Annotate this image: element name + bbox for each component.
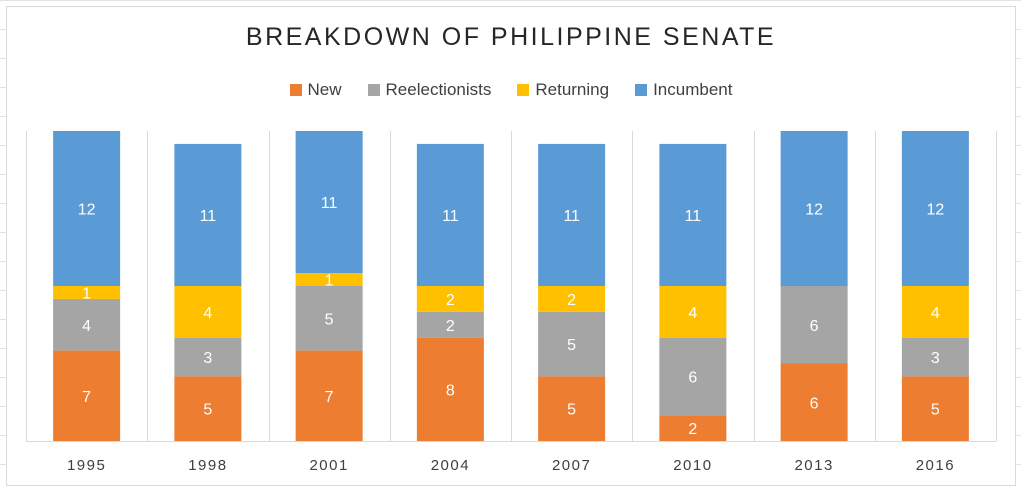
data-label: 5: [325, 311, 334, 328]
data-label: 12: [805, 202, 823, 219]
legend-swatch-incumbent: [635, 84, 648, 96]
data-label: 1: [82, 285, 91, 302]
data-label: 5: [567, 337, 576, 354]
data-label: 2: [688, 421, 697, 438]
bar-segment-reelectionists-2004[interactable]: [416, 311, 484, 338]
data-label: 4: [82, 318, 91, 335]
legend-label-reelectionists: Reelectionists: [385, 80, 492, 99]
bar-segment-new-2010[interactable]: [659, 415, 727, 441]
data-label: 3: [203, 350, 212, 367]
data-label: 5: [567, 402, 576, 419]
bar-segment-returning-1995[interactable]: [53, 286, 121, 299]
bar-segment-reelectionists-2013[interactable]: [780, 286, 848, 364]
bar-segment-returning-2004[interactable]: [416, 286, 484, 312]
data-label: 11: [200, 208, 217, 225]
data-label: 4: [931, 305, 940, 322]
x-tick-label: 2004: [431, 457, 470, 474]
legend-label-new: New: [307, 80, 342, 99]
bar-segment-returning-2001[interactable]: [295, 273, 363, 286]
data-label: 3: [931, 350, 940, 367]
legend-label-returning: Returning: [535, 80, 610, 99]
chart-legend: New Reelectionists Returning Incumbent: [6, 80, 1016, 100]
bar-segment-reelectionists-2010[interactable]: [659, 337, 727, 416]
x-tick-label: 2016: [916, 457, 955, 474]
data-label: 4: [203, 305, 212, 322]
data-label: 2: [567, 292, 576, 309]
bar-segment-new-1998[interactable]: [174, 376, 242, 441]
data-label: 11: [442, 208, 459, 225]
data-label: 8: [446, 382, 455, 399]
data-label: 12: [926, 202, 944, 219]
data-label: 7: [325, 389, 334, 406]
legend-item-returning: Returning: [517, 80, 609, 100]
data-label: 4: [688, 305, 697, 322]
data-label: 11: [563, 208, 580, 225]
bar-segment-incumbent-2004[interactable]: [416, 143, 484, 286]
bar-segment-incumbent-1998[interactable]: [174, 143, 242, 286]
bar-segment-returning-2010[interactable]: [659, 286, 727, 338]
legend-label-incumbent: Incumbent: [653, 80, 733, 99]
x-tick-label: 2001: [309, 457, 348, 474]
data-label: 2: [446, 318, 455, 335]
bar-segment-reelectionists-2001[interactable]: [295, 286, 363, 351]
data-label: 5: [931, 402, 940, 419]
bar-segment-incumbent-2007[interactable]: [538, 143, 606, 286]
data-label: 6: [810, 318, 819, 335]
bar-segment-reelectionists-1998[interactable]: [174, 337, 242, 377]
bar-segment-new-2004[interactable]: [416, 337, 484, 441]
bar-segment-reelectionists-2007[interactable]: [538, 311, 606, 377]
x-tick-label: 1995: [67, 457, 106, 474]
legend-swatch-new: [289, 84, 302, 96]
legend-swatch-returning: [517, 84, 530, 96]
data-label: 1: [325, 273, 334, 290]
bar-segment-incumbent-2001[interactable]: [295, 131, 363, 274]
bar-segment-reelectionists-1995[interactable]: [53, 298, 121, 351]
bar-segment-returning-2016[interactable]: [901, 286, 969, 338]
data-label: 6: [688, 369, 697, 386]
legend-swatch-reelectionists: [367, 84, 380, 96]
bar-segment-new-2016[interactable]: [901, 376, 969, 441]
x-tick-label: 1998: [188, 457, 227, 474]
legend-item-new: New: [289, 80, 342, 100]
data-label: 11: [685, 208, 702, 225]
data-label: 5: [203, 402, 212, 419]
bar-segment-incumbent-1995[interactable]: [53, 131, 121, 286]
bar-segment-returning-1998[interactable]: [174, 286, 242, 338]
x-tick-label: 2007: [552, 457, 591, 474]
chart-title: BREAKDOWN OF PHILIPPINE SENATE: [245, 23, 777, 51]
data-label: 2: [446, 292, 455, 309]
x-tick-label: 2013: [794, 457, 833, 474]
bar-segment-new-2007[interactable]: [538, 376, 606, 441]
data-label: 7: [82, 389, 91, 406]
data-label: 6: [810, 395, 819, 412]
legend-item-incumbent: Incumbent: [635, 80, 732, 100]
bar-segment-reelectionists-2016[interactable]: [901, 337, 969, 377]
bar-segment-incumbent-2016[interactable]: [901, 131, 969, 286]
bar-segment-new-2001[interactable]: [295, 350, 363, 441]
legend-item-reelectionists: Reelectionists: [367, 80, 492, 100]
bar-segment-returning-2007[interactable]: [538, 286, 606, 312]
bar-segment-new-1995[interactable]: [53, 350, 121, 441]
data-label: 12: [78, 202, 96, 219]
bar-segment-new-2013[interactable]: [780, 363, 848, 442]
x-tick-label: 2010: [673, 457, 712, 474]
bar-segment-incumbent-2010[interactable]: [659, 143, 727, 286]
data-label: 11: [321, 195, 338, 212]
bar-segment-incumbent-2013[interactable]: [780, 131, 848, 286]
